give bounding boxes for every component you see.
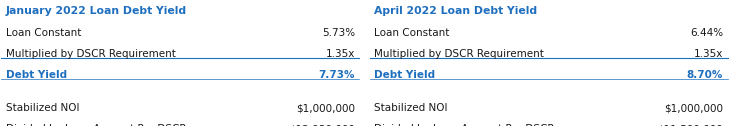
- Text: Debt Yield: Debt Yield: [6, 70, 67, 80]
- Text: Divided by Loan Amount Per DSCR: Divided by Loan Amount Per DSCR: [374, 124, 555, 126]
- Text: Multiplied by DSCR Requirement: Multiplied by DSCR Requirement: [6, 49, 176, 59]
- Text: Stabilized NOI: Stabilized NOI: [6, 103, 79, 113]
- Text: $12,930,000: $12,930,000: [289, 124, 355, 126]
- Text: 6.44%: 6.44%: [690, 28, 723, 38]
- Text: Loan Constant: Loan Constant: [6, 28, 81, 38]
- Text: Debt Yield: Debt Yield: [374, 70, 435, 80]
- Text: April 2022 Loan Debt Yield: April 2022 Loan Debt Yield: [374, 6, 537, 16]
- Text: January 2022 Loan Debt Yield: January 2022 Loan Debt Yield: [6, 6, 187, 16]
- Text: 7.73%: 7.73%: [319, 70, 355, 80]
- Text: Divided by Loan Amount Per DSCR: Divided by Loan Amount Per DSCR: [6, 124, 187, 126]
- Text: $1,000,000: $1,000,000: [296, 103, 355, 113]
- Text: 1.35x: 1.35x: [326, 49, 355, 59]
- Text: Stabilized NOI: Stabilized NOI: [374, 103, 448, 113]
- Text: 5.73%: 5.73%: [322, 28, 355, 38]
- Text: Multiplied by DSCR Requirement: Multiplied by DSCR Requirement: [374, 49, 544, 59]
- Text: Loan Constant: Loan Constant: [374, 28, 449, 38]
- Text: 1.35x: 1.35x: [694, 49, 723, 59]
- Text: 8.70%: 8.70%: [687, 70, 723, 80]
- Text: $1,000,000: $1,000,000: [664, 103, 723, 113]
- Text: $11,500,000: $11,500,000: [658, 124, 723, 126]
